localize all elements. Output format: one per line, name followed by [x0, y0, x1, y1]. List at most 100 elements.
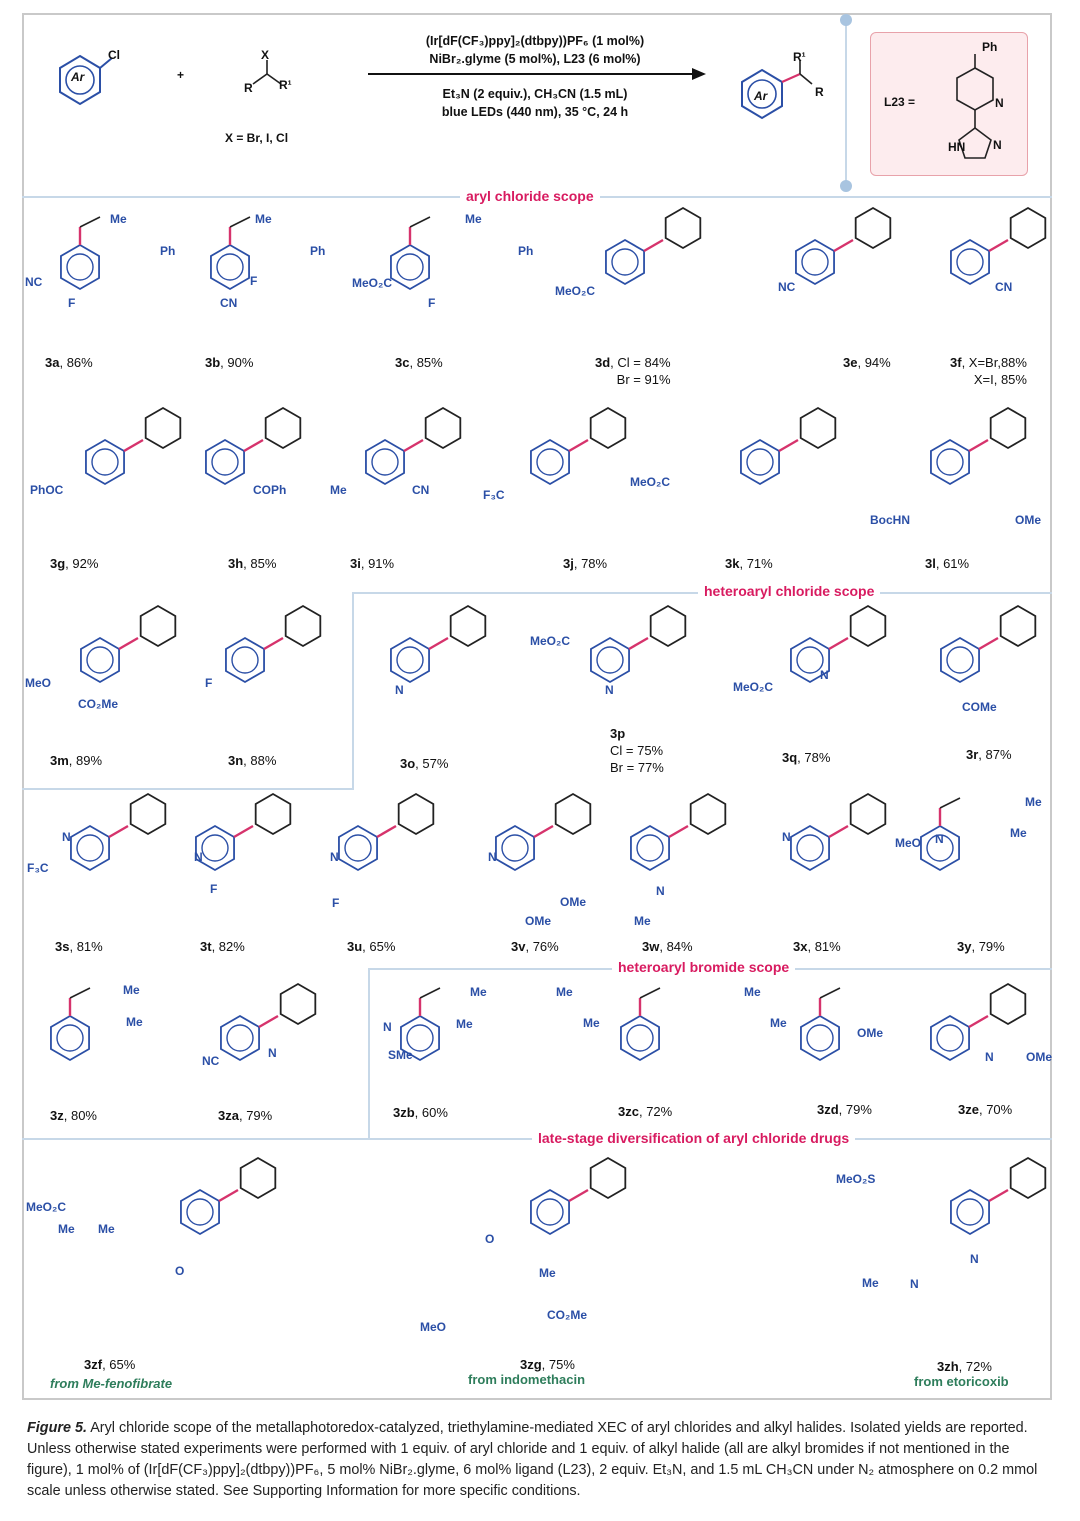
- substituent-n: N: [820, 668, 829, 682]
- compound-yield: , 84%: [659, 939, 693, 954]
- coupling-bond: [533, 824, 554, 839]
- coupling-bond: [828, 824, 849, 839]
- substituent-ome: OMe: [1026, 1050, 1053, 1064]
- substituent-ome: OMe: [560, 895, 587, 909]
- aromatic-circle: [201, 834, 229, 862]
- compound-yield: , 81%: [69, 939, 103, 954]
- compound-id: 3x: [793, 939, 808, 954]
- cl-label: Cl: [108, 48, 120, 62]
- aromatic-circle: [636, 834, 664, 862]
- substituent-n: N: [268, 1046, 277, 1060]
- aromatic-circle: [596, 646, 624, 674]
- aromatic-circle: [936, 448, 964, 476]
- substituent-n: N: [656, 884, 665, 898]
- substituent-n: N: [62, 830, 71, 844]
- struct-3z: [50, 987, 91, 1062]
- aromatic-circle: [746, 448, 774, 476]
- scheme-divider: [845, 20, 847, 188]
- compound-yield: , 65%: [102, 1357, 136, 1372]
- substituent-o: O: [485, 1232, 495, 1246]
- compound-label-3b: 3b, 90%: [205, 354, 253, 371]
- compound-label-3za: 3za, 79%: [218, 1107, 272, 1124]
- struct-3zg: [530, 1156, 627, 1236]
- aromatic-circle: [611, 248, 639, 276]
- compound-id: 3r: [966, 747, 979, 762]
- figure-frame: [22, 13, 1052, 1400]
- compound-id: 3t: [200, 939, 212, 954]
- compound-label-3r: 3r, 87%: [966, 746, 1012, 763]
- product-ar-label: Ar: [754, 89, 768, 103]
- aromatic-circle: [536, 1198, 564, 1226]
- compound-label-3s: 3s, 81%: [55, 938, 103, 955]
- aromatic-ring: [620, 1014, 660, 1062]
- compound-label-3m: 3m, 89%: [50, 752, 102, 769]
- coupling-bond: [833, 238, 854, 253]
- alkyl-bond: [229, 216, 251, 228]
- compound-id: 3m: [50, 753, 69, 768]
- coupling-bond: [243, 438, 264, 453]
- alkyl-bond: [69, 987, 91, 999]
- section-heteroaryl-chloride: heteroaryl chloride scope: [698, 583, 881, 599]
- compound-yield: Cl = 75%: [610, 743, 664, 758]
- struct-3e: [795, 206, 892, 286]
- compound-id: 3zf: [84, 1357, 103, 1372]
- substituent-ome: OMe: [1015, 513, 1042, 527]
- struct-3o: [390, 604, 487, 684]
- struct-3f: [950, 206, 1047, 286]
- x-definition: X = Br, I, Cl: [225, 131, 289, 145]
- aromatic-circle: [86, 646, 114, 674]
- struct-3n: [225, 604, 322, 684]
- coupling-bond: [988, 238, 1009, 253]
- substituent-meo: MeO: [420, 1320, 447, 1334]
- coupling-bond: [988, 1188, 1009, 1203]
- compound-yield: , 76%: [525, 939, 559, 954]
- compound-label-3o: 3o, 57%: [400, 755, 448, 772]
- section-aryl-chloride: aryl chloride scope: [460, 188, 600, 204]
- substituent-coph: COPh: [253, 483, 287, 497]
- struct-3l: [930, 406, 1027, 486]
- compound-id: 3z: [50, 1108, 64, 1123]
- substituent-co2me: CO₂Me: [547, 1308, 588, 1322]
- compound-label-3zb: 3zb, 60%: [393, 1104, 448, 1121]
- alkyl-bond: [639, 987, 661, 999]
- struct-3r: [940, 604, 1037, 684]
- cyclohexyl-ring: [279, 982, 317, 1026]
- cyclohexyl-ring: [689, 792, 727, 836]
- cyclohexyl-ring: [854, 206, 892, 250]
- aromatic-circle: [216, 253, 244, 281]
- substituent-come: COMe: [962, 700, 997, 714]
- substituent-meo2c: MeO₂C: [733, 680, 774, 694]
- coupling-bond: [978, 636, 999, 651]
- compound-id: 3k: [725, 556, 740, 571]
- compound-id: 3zb: [393, 1105, 415, 1120]
- substituent-f: F: [68, 296, 76, 310]
- substituent-me: Me: [770, 1016, 787, 1030]
- compound-id: 3q: [782, 750, 798, 765]
- compound-label-3p: 3p Cl = 75% Br = 77%: [610, 725, 664, 776]
- compound-label-3a: 3a, 86%: [45, 354, 93, 371]
- substituent-n: N: [910, 1277, 919, 1291]
- cyclohexyl-ring: [254, 792, 292, 836]
- aromatic-circle: [396, 253, 424, 281]
- compound-yield: , 89%: [68, 753, 103, 768]
- substituent-me: Me: [465, 212, 482, 226]
- alkyl-halide-structure: [252, 60, 282, 85]
- substituent-me: Me: [862, 1276, 879, 1290]
- cyclohexyl-ring: [284, 604, 322, 648]
- source-indomethacin: from indomethacin: [468, 1372, 586, 1387]
- compound-id: 3l: [925, 556, 936, 571]
- cyclohexyl-ring: [1009, 1156, 1047, 1200]
- aromatic-ring: [390, 243, 430, 291]
- coupling-bond: [218, 1188, 239, 1203]
- compound-id: 3ze: [958, 1102, 979, 1117]
- compound-label-3zh: 3zh, 72%: [937, 1358, 992, 1375]
- substituent-meo2s: MeO₂S: [836, 1172, 876, 1186]
- cyclohexyl-ring: [239, 1156, 277, 1200]
- compound-yield: , 85%: [243, 556, 277, 571]
- compound-id: 3f: [950, 355, 962, 370]
- aromatic-circle: [371, 448, 399, 476]
- struct-3d: [605, 206, 702, 286]
- struct-3h: [205, 406, 302, 486]
- compound-id: 3w: [642, 939, 660, 954]
- substituent-me: Me: [126, 1015, 143, 1029]
